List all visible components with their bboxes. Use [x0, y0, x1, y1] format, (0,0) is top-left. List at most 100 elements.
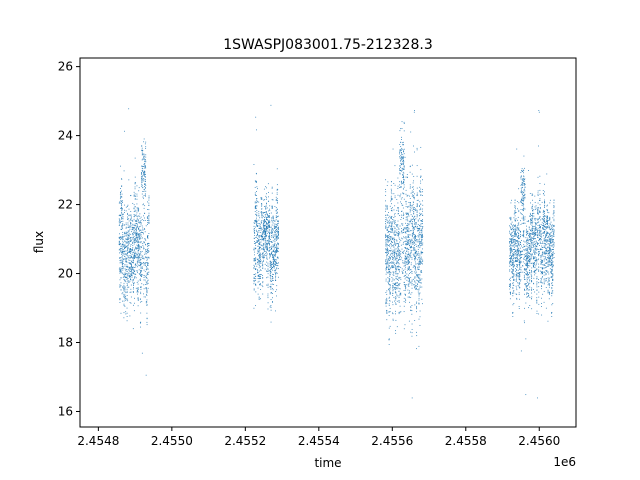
- data-point: [148, 250, 150, 252]
- data-point: [129, 255, 131, 257]
- data-point: [418, 295, 420, 297]
- data-point: [391, 190, 392, 192]
- data-point: [399, 181, 401, 183]
- data-point: [518, 284, 520, 286]
- data-point: [138, 221, 140, 223]
- data-point: [125, 206, 127, 208]
- data-point: [411, 195, 413, 197]
- data-point: [412, 241, 414, 243]
- data-point: [394, 214, 396, 216]
- data-point: [411, 292, 413, 294]
- data-point: [534, 247, 536, 249]
- data-point: [129, 226, 131, 228]
- data-point: [406, 273, 408, 275]
- data-point: [273, 237, 274, 239]
- data-point: [525, 394, 527, 396]
- data-point: [521, 257, 522, 258]
- data-point: [135, 233, 137, 235]
- data-point: [122, 224, 124, 226]
- data-point: [122, 263, 124, 265]
- data-point: [532, 232, 534, 234]
- data-point: [391, 276, 393, 278]
- data-point: [421, 237, 423, 239]
- data-point: [404, 272, 406, 274]
- data-point: [130, 218, 131, 220]
- data-point: [139, 247, 141, 249]
- data-point: [276, 202, 278, 204]
- data-point: [146, 292, 148, 294]
- data-point: [144, 159, 146, 161]
- data-point: [400, 255, 402, 257]
- data-point: [135, 263, 137, 265]
- data-point: [135, 227, 137, 229]
- data-point: [400, 279, 402, 281]
- data-point: [418, 293, 420, 295]
- data-point: [530, 263, 532, 265]
- data-point: [255, 195, 257, 196]
- data-point: [143, 172, 145, 173]
- data-point: [276, 289, 278, 291]
- data-point: [277, 231, 279, 233]
- data-point: [275, 251, 276, 253]
- data-point: [403, 269, 405, 271]
- data-point: [121, 225, 123, 227]
- data-point: [391, 267, 393, 269]
- data-point: [400, 149, 402, 151]
- data-point: [143, 191, 145, 192]
- data-point: [528, 294, 530, 296]
- data-point: [519, 230, 521, 232]
- data-point: [518, 202, 520, 204]
- data-point: [126, 269, 128, 271]
- data-point: [391, 238, 393, 240]
- data-point: [121, 218, 122, 220]
- data-point: [272, 297, 273, 299]
- data-point: [393, 246, 395, 248]
- data-point: [389, 258, 391, 260]
- data-point: [261, 238, 263, 240]
- data-point: [393, 183, 395, 184]
- data-point: [516, 265, 518, 266]
- data-point: [409, 198, 411, 199]
- data-point: [398, 231, 399, 233]
- data-point: [123, 288, 125, 290]
- data-point: [125, 299, 127, 301]
- data-point: [264, 219, 265, 220]
- data-point: [120, 260, 122, 262]
- data-point: [391, 261, 392, 263]
- data-point: [387, 238, 389, 240]
- data-point: [142, 232, 144, 233]
- data-point: [406, 225, 408, 227]
- data-point: [143, 293, 144, 295]
- data-point: [407, 223, 409, 224]
- data-point: [386, 271, 388, 273]
- data-point: [526, 231, 528, 233]
- data-point: [401, 210, 403, 212]
- data-point: [405, 230, 407, 232]
- data-point: [418, 302, 420, 304]
- data-point: [411, 270, 413, 272]
- data-point: [420, 223, 422, 225]
- data-point: [405, 227, 407, 229]
- data-point: [513, 249, 515, 251]
- data-point: [143, 215, 144, 217]
- data-point: [394, 195, 396, 197]
- data-point: [389, 219, 391, 221]
- data-point: [400, 203, 402, 205]
- data-point: [135, 251, 137, 253]
- data-point: [146, 301, 148, 303]
- data-point: [144, 160, 146, 162]
- data-point: [403, 227, 405, 229]
- data-point: [418, 228, 420, 230]
- data-point: [130, 270, 132, 272]
- data-point: [120, 237, 122, 239]
- data-point: [514, 235, 516, 237]
- data-point: [514, 210, 516, 212]
- data-point: [137, 247, 139, 249]
- data-point: [148, 216, 150, 218]
- data-point: [145, 262, 147, 264]
- data-point: [276, 223, 278, 225]
- data-point: [420, 252, 422, 254]
- data-point: [276, 259, 278, 261]
- data-point: [513, 217, 515, 219]
- data-point: [520, 224, 522, 225]
